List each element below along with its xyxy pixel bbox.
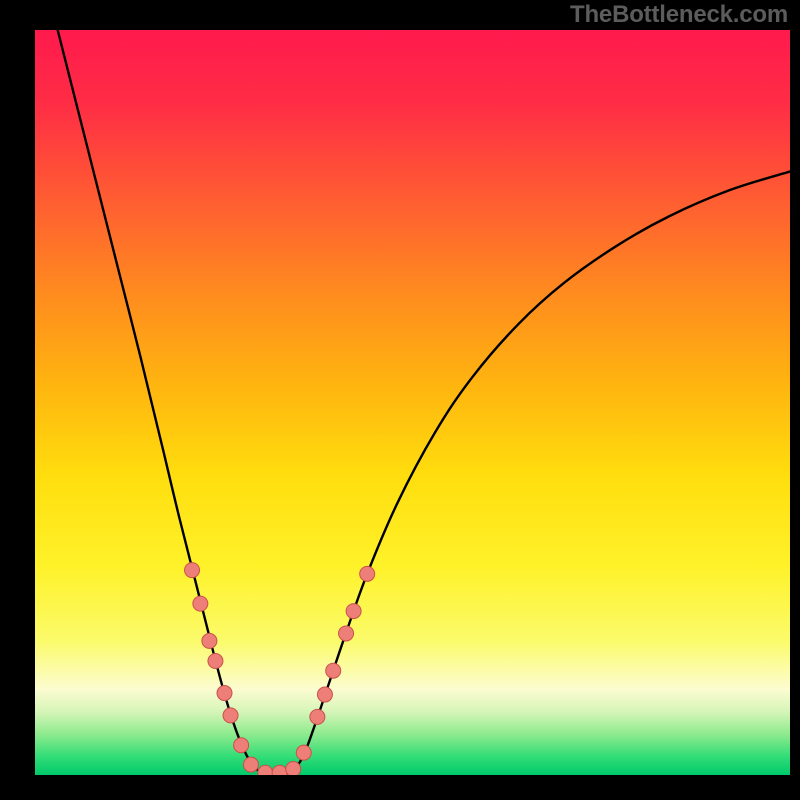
frame-border-right bbox=[790, 0, 800, 800]
data-marker bbox=[217, 686, 232, 701]
data-marker bbox=[286, 762, 301, 775]
data-marker bbox=[202, 633, 217, 648]
frame-border-bottom bbox=[0, 775, 800, 800]
data-marker bbox=[193, 596, 208, 611]
frame-border-left bbox=[0, 0, 35, 800]
bottleneck-chart bbox=[35, 30, 790, 775]
data-marker bbox=[360, 566, 375, 581]
data-marker bbox=[208, 654, 223, 669]
data-marker bbox=[339, 626, 354, 641]
data-marker bbox=[317, 687, 332, 702]
data-marker bbox=[346, 604, 361, 619]
watermark-text: TheBottleneck.com bbox=[570, 1, 788, 29]
chart-svg bbox=[35, 30, 790, 775]
data-marker bbox=[310, 709, 325, 724]
data-marker bbox=[296, 745, 311, 760]
data-marker bbox=[234, 738, 249, 753]
data-marker bbox=[326, 663, 341, 678]
data-marker bbox=[223, 708, 238, 723]
data-marker bbox=[185, 563, 200, 578]
gradient-background bbox=[35, 30, 790, 775]
data-marker bbox=[243, 757, 258, 772]
